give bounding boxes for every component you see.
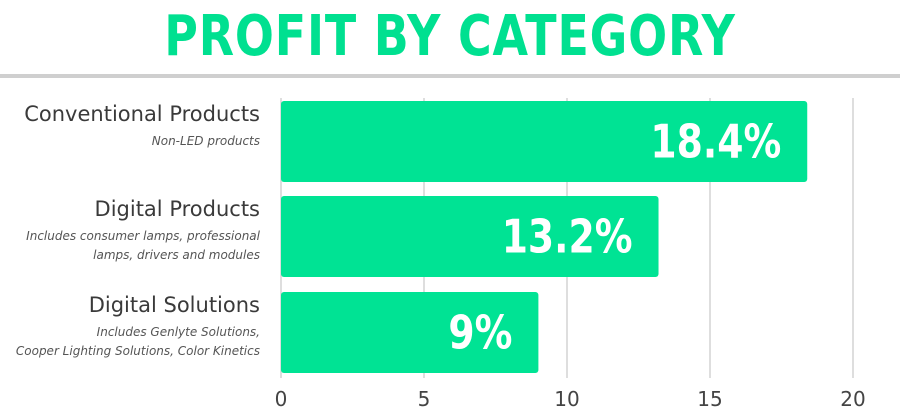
category-description: lamps, drivers and modules [93,248,260,262]
x-tick-label: 5 [418,387,431,410]
bar-value-label: 18.4% [650,115,781,169]
category-labels: Conventional Products Non-LED products Dig… [16,102,261,358]
x-tick-label: 15 [697,387,722,410]
category-description: Cooper Lighting Solutions, Color Kinetic… [16,344,260,358]
category-description: Includes consumer lamps, professional [26,229,260,243]
bar-value-label: 9% [448,306,512,360]
category-description: Includes Genlyte Solutions, [97,325,260,339]
bar-1 [281,101,808,182]
chart-title: PROFIT BY CATEGORY [164,4,736,69]
x-tick-label: 20 [840,387,865,410]
bar-2 [281,196,659,277]
bars: 18.4% 13.2% 9% [281,101,808,373]
title-divider [0,74,900,78]
x-axis-ticks: 0 5 10 15 20 [275,387,866,410]
category-label: Digital Products [95,197,260,221]
category-description: Non-LED products [152,134,260,148]
bar-value-label: 13.2% [502,210,633,264]
x-tick-label: 10 [554,387,579,410]
bar-3 [281,292,539,373]
category-label: Conventional Products [24,102,260,126]
x-tick-label: 0 [275,387,288,410]
category-label: Digital Solutions [89,293,260,317]
